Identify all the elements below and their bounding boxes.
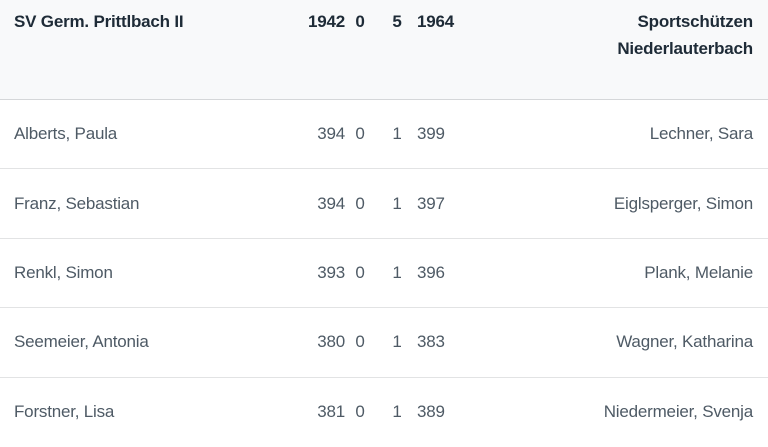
home-shooter-name: Alberts, Paula xyxy=(14,124,118,144)
away-team-name: Sportschützen Niederlauterbach xyxy=(617,12,753,58)
home-shooter-points: 0 xyxy=(355,262,365,282)
away-shooter-name: Plank, Melanie xyxy=(644,262,753,282)
away-shooter-name: Lechner, Sara xyxy=(649,124,753,144)
matchup-row: Alberts, Paula 394 0 1 399 Lechner, Sara xyxy=(0,100,768,170)
home-shooter-name: Seemeier, Antonia xyxy=(14,332,149,352)
home-team-name: SV Germ. Prittlbach II xyxy=(14,12,184,31)
home-shooter-points: 0 xyxy=(355,402,365,422)
match-header: SV Germ. Prittlbach II 1942 0 5 1964 Spo… xyxy=(0,0,768,100)
matchup-row: Franz, Sebastian 394 0 1 397 Eiglsperger… xyxy=(0,169,768,239)
away-team-match-points: 5 xyxy=(392,12,402,31)
matchup-row: Renkl, Simon 393 0 1 396 Plank, Melanie xyxy=(0,238,768,309)
home-shooter-points: 0 xyxy=(355,193,365,213)
home-shooter-name: Forstner, Lisa xyxy=(14,402,115,422)
home-shooter-points: 0 xyxy=(355,332,365,352)
away-shooter-points: 1 xyxy=(392,332,402,352)
home-team-match-points: 0 xyxy=(355,12,365,31)
away-shooter-rings: 397 xyxy=(417,193,445,213)
away-team-total: 1964 xyxy=(417,12,455,31)
home-shooter-rings: 394 xyxy=(317,193,345,213)
away-shooter-rings: 399 xyxy=(417,124,445,144)
away-shooter-points: 1 xyxy=(392,124,402,144)
matchup-row: Seemeier, Antonia 380 0 1 383 Wagner, Ka… xyxy=(0,308,768,378)
matchup-row: Forstner, Lisa 381 0 1 389 Niedermeier, … xyxy=(0,377,768,447)
away-shooter-name: Wagner, Katharina xyxy=(616,332,753,352)
home-shooter-rings: 380 xyxy=(317,332,345,352)
away-shooter-name: Niedermeier, Svenja xyxy=(603,402,753,422)
away-shooter-name: Eiglsperger, Simon xyxy=(613,193,753,213)
home-shooter-rings: 393 xyxy=(317,262,345,282)
away-shooter-rings: 389 xyxy=(417,402,445,422)
away-shooter-points: 1 xyxy=(392,262,402,282)
home-team-total: 1942 xyxy=(307,12,345,31)
home-shooter-rings: 394 xyxy=(317,124,345,144)
away-shooter-rings: 383 xyxy=(417,332,445,352)
home-shooter-name: Franz, Sebastian xyxy=(14,193,140,213)
away-shooter-points: 1 xyxy=(392,193,402,213)
away-shooter-points: 1 xyxy=(392,402,402,422)
home-shooter-name: Renkl, Simon xyxy=(14,262,113,282)
home-shooter-points: 0 xyxy=(355,124,365,144)
away-shooter-rings: 396 xyxy=(417,262,445,282)
home-shooter-rings: 381 xyxy=(317,402,345,422)
